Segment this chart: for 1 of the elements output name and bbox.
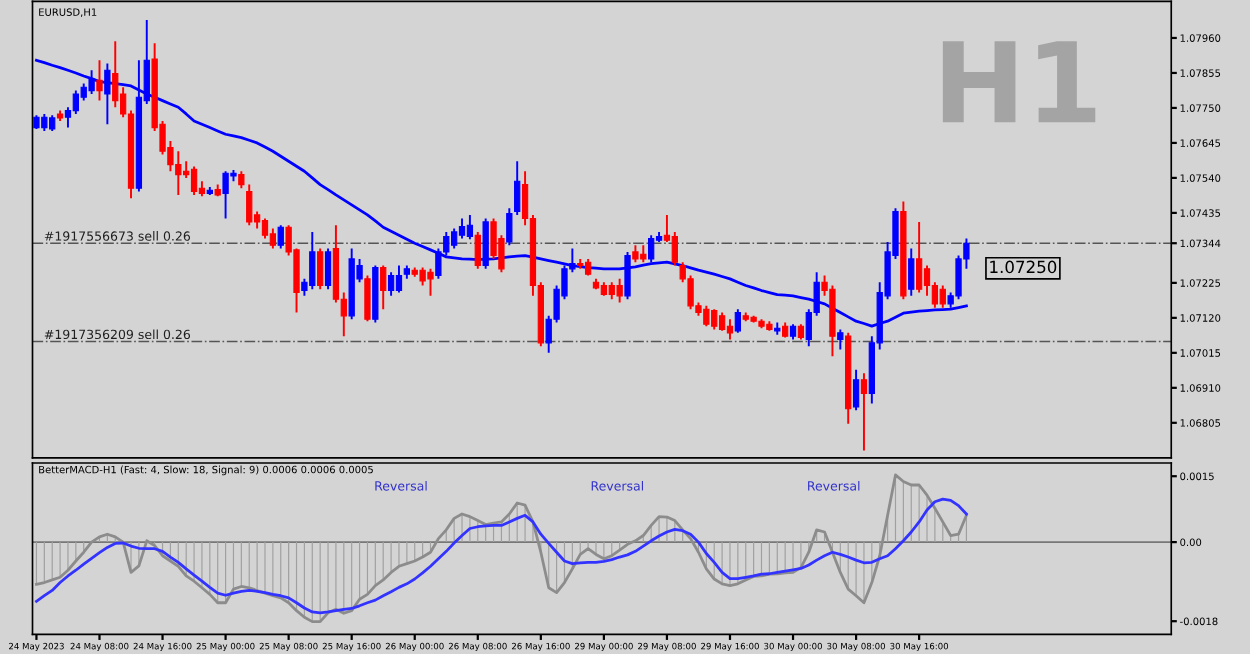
text: 1.07250 [990, 260, 1057, 274]
